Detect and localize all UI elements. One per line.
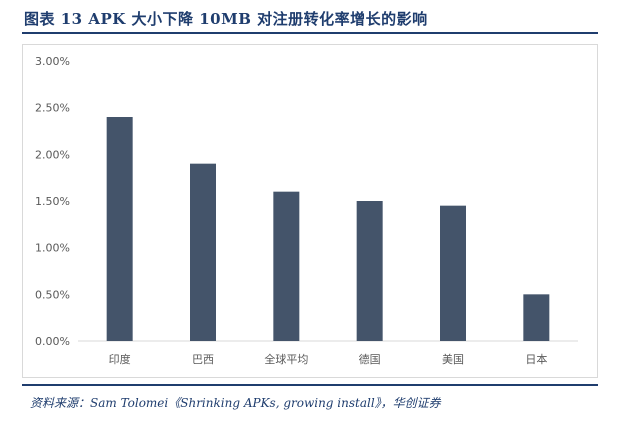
y-tick-label: 1.00% [35,242,70,255]
bar-3 [356,201,383,341]
y-tick-label: 2.00% [35,148,70,161]
source-note: 资料来源：Sam Tolomei《Shrinking APKs, growing… [30,396,441,410]
x-tick-label: 美国 [442,353,464,366]
y-tick-label: 3.00% [35,55,70,68]
source-rule [22,384,598,386]
bar-1 [190,163,216,341]
y-tick-label: 1.50% [35,195,70,208]
bar-chart: 0.00% 0.50% 1.00% 1.50% 2.00% 2.50% 3.00% 印度 巴西 全… [35,55,578,366]
y-tick-label: 0.50% [35,288,70,301]
y-tick-label: 2.50% [35,102,70,115]
bar-2 [273,191,300,341]
bar-0 [106,117,133,341]
bar-5 [523,294,550,341]
x-tick-label: 巴西 [192,353,214,366]
x-tick-label: 日本 [525,352,547,366]
bar-4 [440,205,466,341]
figure-title: 图表 13 APK 大小下降 10MB 对注册转化率增长的影响 [24,10,428,28]
chart-frame: 0.00% 0.50% 1.00% 1.50% 2.00% 2.50% 3.00% 印度 巴西 全… [22,44,598,378]
y-tick-label: 0.00% [35,335,70,348]
x-tick-label: 印度 [109,352,131,366]
x-tick-label: 全球平均 [264,352,308,366]
x-tick-label: 德国 [359,352,381,366]
title-rule [22,32,598,34]
